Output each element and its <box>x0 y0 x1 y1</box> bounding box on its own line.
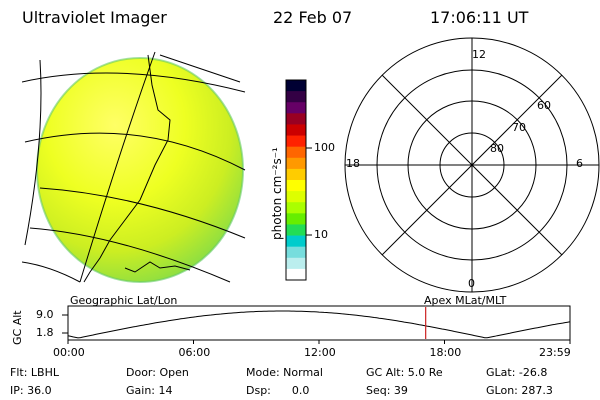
colorbar-segment <box>286 257 306 270</box>
alt-xtick-label: 18:00 <box>429 346 462 359</box>
mlt-label-0: 0 <box>468 277 475 290</box>
left-panel-label: Geographic Lat/Lon <box>70 294 178 307</box>
right-panel-label: Apex MLat/MLT <box>424 294 507 307</box>
door-info: Door: Open <box>126 366 189 379</box>
mode-info: Mode: Normal <box>246 366 323 379</box>
colorbar-segment <box>286 180 306 192</box>
gain-info: Gain: 14 <box>126 384 173 397</box>
colorbar-segment <box>286 135 306 148</box>
auroral-disk <box>37 58 243 282</box>
lat-label-80: 80 <box>490 142 504 155</box>
auroral-image-panel <box>22 51 246 283</box>
ip-info: IP: 36.0 <box>10 384 52 397</box>
colorbar-segment <box>286 91 306 103</box>
gc-alt-info: GC Alt: 5.0 Re <box>366 366 443 379</box>
filter-info: Flt: LBHL <box>10 366 59 379</box>
colorbar-segment <box>286 80 306 92</box>
colorbar <box>285 79 312 281</box>
colorbar-segment <box>286 102 306 114</box>
lat-label-60: 60 <box>537 99 551 112</box>
alt-xtick-label: 12:00 <box>304 346 336 359</box>
time-label: 17:06:11 UT <box>430 8 529 27</box>
colorbar-unit-label: photon cm⁻²s⁻¹ <box>270 147 284 240</box>
colorbar-segment <box>286 268 306 281</box>
colorbar-tick-10: 10 <box>314 228 328 241</box>
colorbar-segment <box>286 235 306 248</box>
geographic-grid <box>22 51 246 283</box>
alt-chart-ylabel: GC Alt <box>11 310 24 345</box>
polar-plot <box>344 37 600 293</box>
colorbar-segment <box>286 224 306 237</box>
alt-xtick-label: 00:00 <box>53 346 85 359</box>
glon-info: GLon: 287.3 <box>486 384 553 397</box>
alt-xtick-label: 06:00 <box>178 346 211 359</box>
colorbar-segment <box>286 168 306 181</box>
altitude-chart <box>62 305 571 344</box>
colorbar-segment <box>286 124 306 137</box>
colorbar-segment <box>286 113 306 125</box>
alt-ytick-9: 9.0 <box>36 308 54 321</box>
altitude-curve <box>67 310 571 339</box>
mlt-label-18: 18 <box>346 157 360 170</box>
lat-label-70: 70 <box>512 121 526 134</box>
colorbar-segment <box>286 202 306 214</box>
colorbar-tick-100: 100 <box>314 141 335 154</box>
seq-info: Seq: 39 <box>366 384 408 397</box>
alt-xtick-label: 23:59 <box>539 346 571 359</box>
colorbar-segment <box>286 146 306 159</box>
date-label: 22 Feb 07 <box>273 8 353 27</box>
colorbar-segment <box>286 213 306 225</box>
colorbar-segment <box>286 246 306 259</box>
page-title: Ultraviolet Imager <box>22 8 167 27</box>
alt-ytick-1-8: 1.8 <box>36 326 54 339</box>
mlt-label-12: 12 <box>472 48 486 61</box>
mlt-label-6: 6 <box>576 157 583 170</box>
colorbar-segment <box>286 157 306 170</box>
dsp-info: Dsp: 0.0 <box>246 384 310 397</box>
glat-info: GLat: -26.8 <box>486 366 548 379</box>
colorbar-segment <box>286 191 306 203</box>
